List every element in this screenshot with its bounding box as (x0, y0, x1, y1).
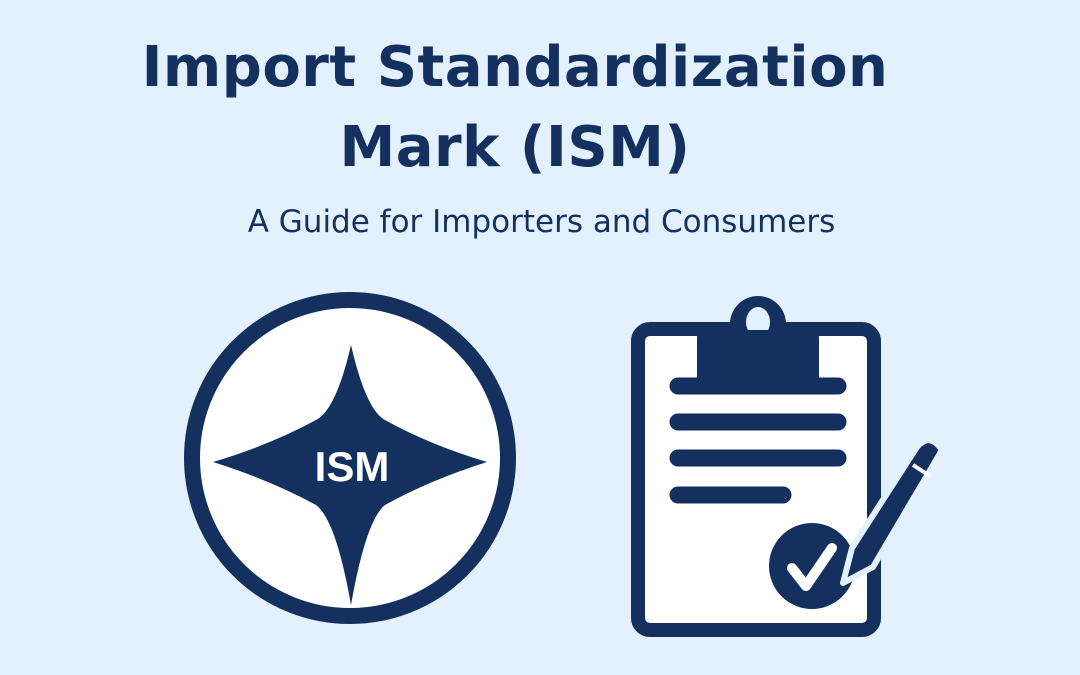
clipboard-checklist-icon (631, 296, 945, 637)
emblem-text: ISM (315, 443, 390, 490)
page-title: Import Standardization Mark (ISM) (0, 28, 1030, 188)
title-line-2: Mark (ISM) (339, 115, 691, 180)
star-emblem-icon: ISM (184, 292, 516, 624)
title-line-1: Import Standardization (141, 35, 889, 100)
subtitle: A Guide for Importers and Consumers (247, 204, 836, 240)
check-circle-icon (765, 519, 859, 613)
pencil-icon (840, 437, 945, 586)
